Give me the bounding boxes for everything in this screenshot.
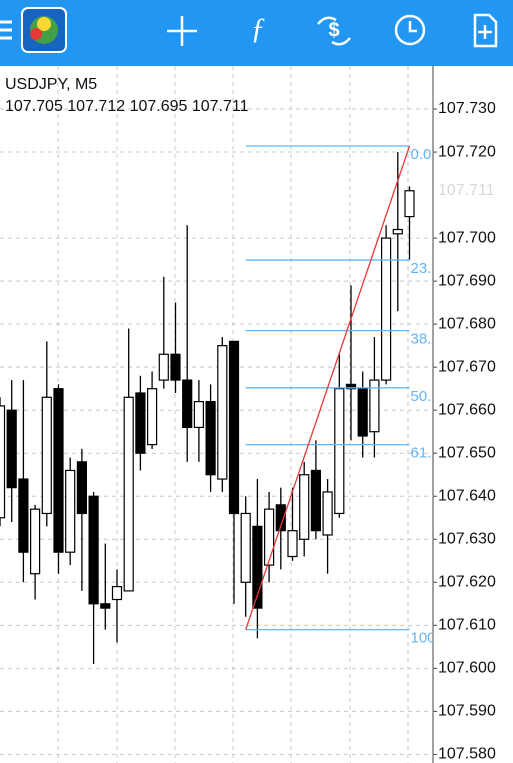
candle-body bbox=[111, 585, 123, 601]
plot-area: 0.0 23. 38. 50. 61. 100 bbox=[0, 145, 436, 665]
crosshair-button[interactable] bbox=[167, 16, 197, 46]
candle-body bbox=[392, 228, 403, 235]
candle-body bbox=[275, 504, 286, 532]
candle-body bbox=[158, 353, 169, 381]
y-tick-label: 107.590 bbox=[438, 703, 496, 720]
y-tick-label: 107.670 bbox=[438, 358, 496, 375]
app-logo[interactable] bbox=[21, 7, 67, 53]
ohlc-label: 107.705 107.712 107.695 107.711 bbox=[5, 98, 249, 115]
fib-trend-line bbox=[245, 145, 411, 630]
candle-body bbox=[18, 478, 29, 553]
price-axis: 107.730 107.720 107.700 107.690 107.680 107.6… bbox=[433, 100, 496, 763]
fib-label: 38. bbox=[411, 331, 432, 348]
candle-body bbox=[147, 388, 158, 446]
candle-body bbox=[193, 400, 204, 429]
y-tick-label: 107.650 bbox=[438, 444, 496, 461]
trade-button[interactable]: $ bbox=[317, 16, 351, 46]
candle-body bbox=[287, 530, 298, 558]
candle-body bbox=[205, 400, 216, 476]
candle-body bbox=[228, 340, 240, 515]
y-tick-label: 107.630 bbox=[438, 530, 496, 547]
toolbar bbox=[0, 0, 513, 66]
y-tick-label: 107.730 bbox=[438, 100, 496, 117]
candle-body bbox=[123, 396, 134, 592]
history-button[interactable] bbox=[394, 14, 426, 46]
candle-body bbox=[88, 495, 99, 605]
candle-body bbox=[100, 603, 111, 609]
candle-body bbox=[299, 474, 310, 540]
y-tick-label: 107.660 bbox=[438, 401, 496, 418]
candle-body bbox=[357, 388, 368, 437]
candle-body bbox=[310, 469, 321, 532]
grid bbox=[0, 66, 433, 763]
candle-body bbox=[182, 379, 193, 429]
fib-label: 0.0 bbox=[411, 146, 432, 163]
y-tick-label: 107.580 bbox=[438, 746, 496, 763]
indicators-button[interactable]: ƒ bbox=[251, 12, 266, 45]
candle-body bbox=[135, 392, 146, 454]
candle-body bbox=[76, 461, 88, 515]
y-tick-label: 107.640 bbox=[438, 487, 496, 504]
y-tick-label: 107.600 bbox=[438, 660, 496, 677]
candle-body bbox=[345, 383, 357, 390]
y-tick-label: 107.620 bbox=[438, 574, 496, 591]
candle-body bbox=[30, 508, 41, 575]
candle-body bbox=[41, 396, 52, 515]
candle-body bbox=[217, 345, 228, 480]
new-order-button[interactable] bbox=[473, 13, 498, 48]
y-tick-label: 107.610 bbox=[438, 617, 496, 634]
y-tick-label: 107.680 bbox=[438, 315, 496, 332]
y-tick-label: 107.700 bbox=[438, 229, 496, 246]
current-price-label: 107.711 bbox=[438, 182, 495, 199]
fib-label: 50. bbox=[411, 388, 432, 405]
y-tick-label: 107.690 bbox=[438, 272, 496, 289]
svg-text:$: $ bbox=[328, 19, 339, 41]
candle-body bbox=[6, 409, 17, 489]
candle-body bbox=[240, 512, 251, 583]
fib-label: 100 bbox=[411, 630, 436, 647]
menu-button[interactable] bbox=[0, 20, 12, 40]
fib-label: 61. bbox=[411, 445, 432, 462]
candle-body bbox=[0, 405, 6, 519]
candle-body bbox=[53, 388, 64, 553]
candle-body bbox=[264, 508, 275, 566]
candle-body bbox=[65, 469, 76, 553]
symbol-label: USDJPY, M5 bbox=[5, 76, 97, 93]
candle-body bbox=[404, 190, 415, 218]
candle-body bbox=[170, 353, 181, 381]
candle-body bbox=[252, 525, 263, 609]
candle-body bbox=[322, 491, 333, 536]
y-tick-label: 107.720 bbox=[438, 143, 496, 160]
fib-label: 23. bbox=[411, 260, 432, 277]
candle-body bbox=[369, 379, 380, 433]
candle-body bbox=[381, 237, 392, 381]
candle-body bbox=[334, 388, 345, 515]
